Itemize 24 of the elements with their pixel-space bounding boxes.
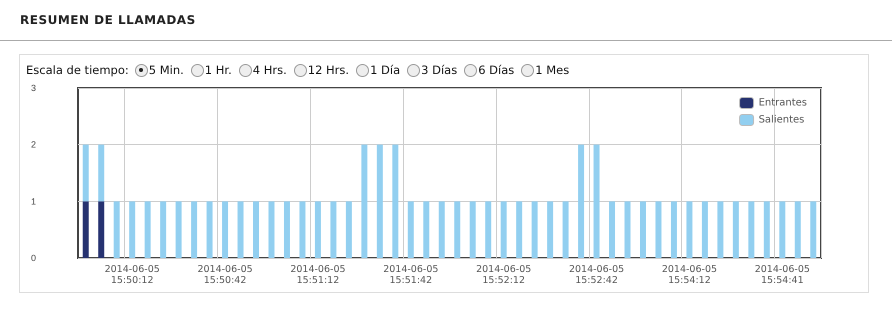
text: 5 Min. xyxy=(148,63,184,77)
x-tick-label: 2014-06-05 15:52:42 xyxy=(568,264,624,286)
chart-title: RESUMEN DE LLAMADAS xyxy=(20,13,196,27)
chart-subtitle: Escala de tiempo: xyxy=(26,63,129,77)
text: 4 Hrs. xyxy=(252,63,287,77)
legend-label: Entrantes xyxy=(758,98,807,108)
x-tick-label: 2014-06-05 15:51:42 xyxy=(383,264,438,286)
x-tick-label: 2014-06-05 15:54:12 xyxy=(662,264,718,286)
y-tick-label: 2 xyxy=(30,140,36,150)
text: 1 Mes xyxy=(535,63,570,77)
x-tick-label: 2014-06-05 15:52:12 xyxy=(476,264,532,286)
text: 3 Días xyxy=(421,63,458,77)
y-tick-label: 0 xyxy=(30,253,36,263)
text: 12 Hrs. xyxy=(308,63,350,77)
legend-label: Salientes xyxy=(758,114,804,126)
text: 6 Días xyxy=(478,63,514,77)
x-tick-label: 2014-06-05 15:50:42 xyxy=(197,264,253,286)
y-tick-label: 3 xyxy=(30,83,36,93)
x-tick-label: 2014-06-05 15:54:41 xyxy=(754,264,810,286)
text: 1 Hr. xyxy=(204,63,232,77)
y-tick-label: 1 xyxy=(30,196,36,206)
x-tick-label: 2014-06-05 15:51:12 xyxy=(290,264,346,286)
x-tick-label: 2014-06-05 15:50:12 xyxy=(104,264,160,286)
text: 1 Día xyxy=(370,63,400,77)
